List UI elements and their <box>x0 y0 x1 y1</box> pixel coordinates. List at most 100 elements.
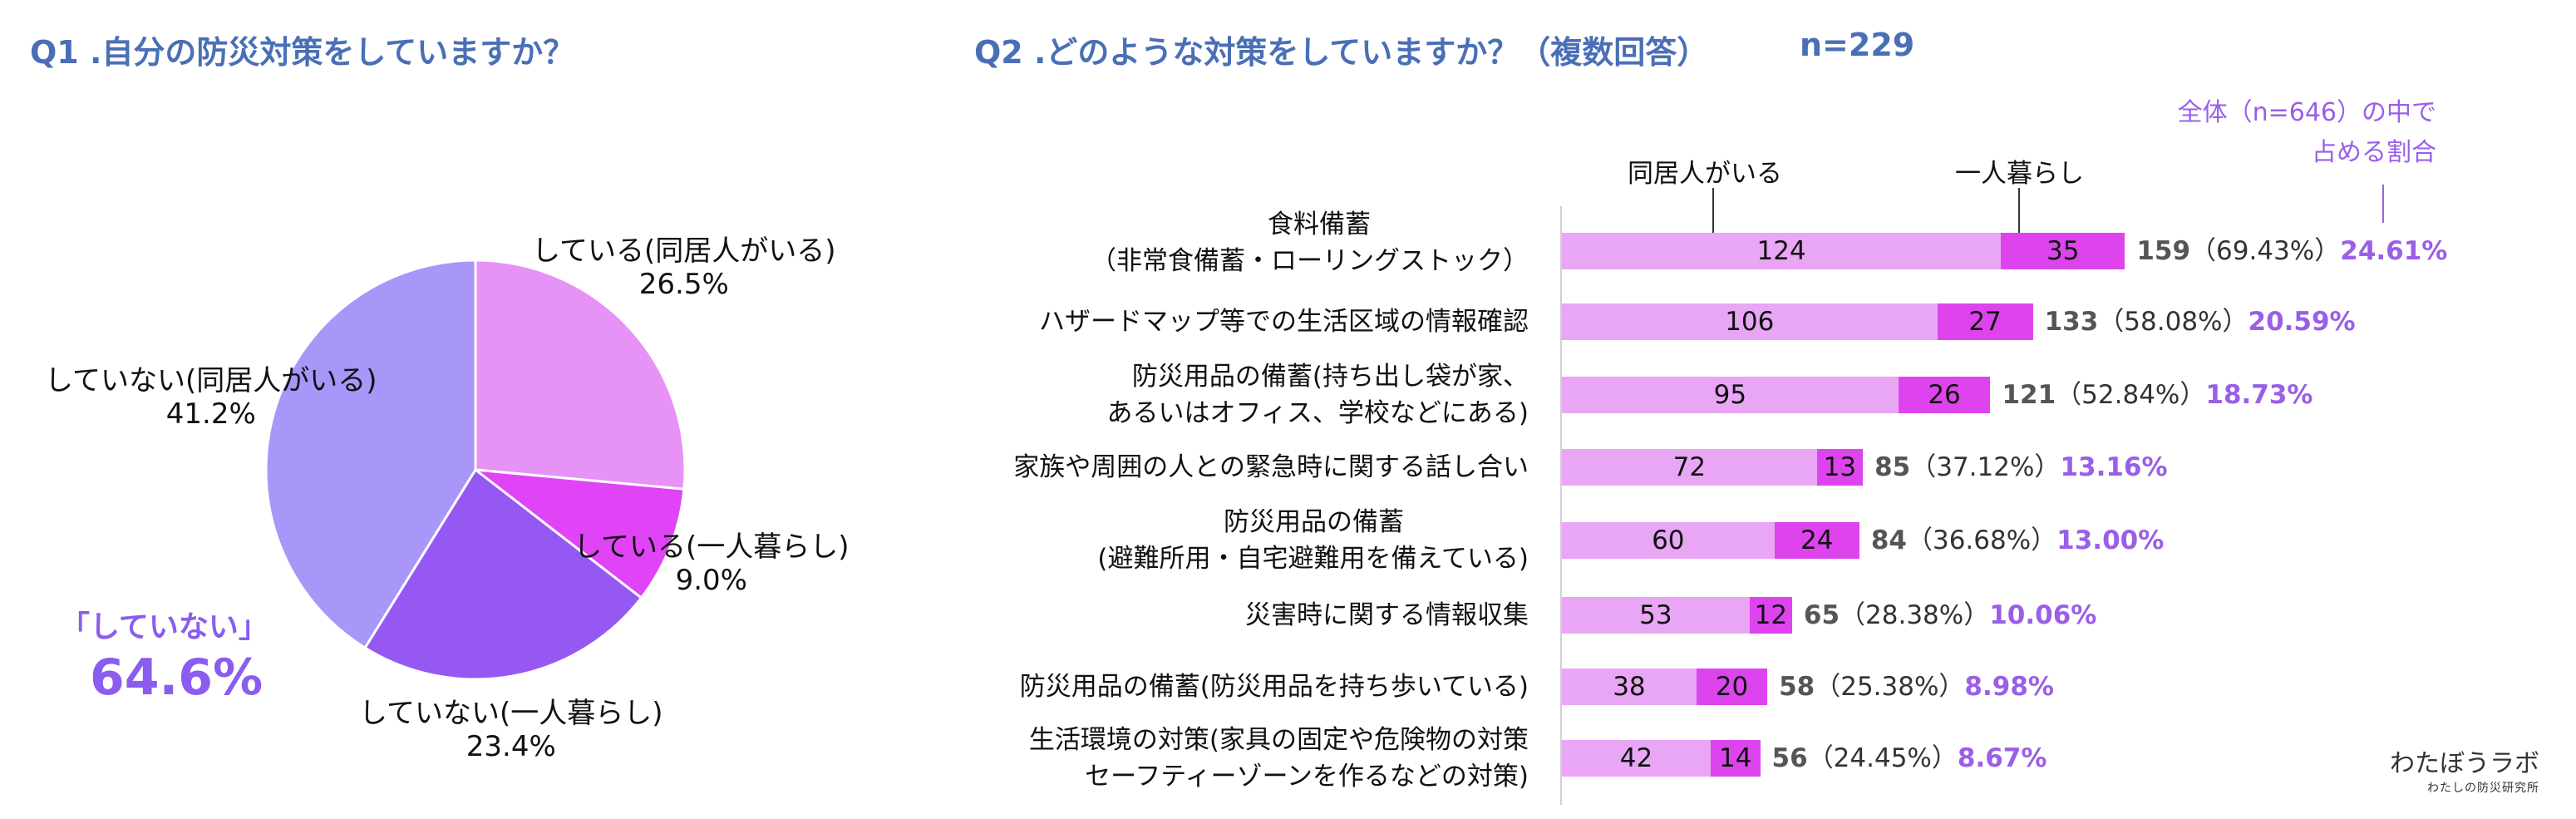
category-label-line: 防災用品の備蓄 <box>1224 507 1404 537</box>
q1-title: Q1 .自分の防災対策をしていますか？ <box>30 34 575 71</box>
bar-value-with-companion: 106 <box>1725 307 1775 337</box>
share-note-pointer <box>2382 185 2384 223</box>
bar-value-alone: 26 <box>1928 380 1961 410</box>
bar-total-label: 56（24.45%）8.67% <box>1772 740 2047 777</box>
bar-value-alone: 20 <box>1715 672 1749 702</box>
bar-alone <box>2001 233 2125 269</box>
category-label: 防災用品の備蓄(持ち出し袋が家、あるいはオフィス、学校などにある) <box>1107 358 1529 432</box>
pie-slice-alone-doing <box>470 468 686 600</box>
bar-total-value: 84 <box>1870 525 1907 555</box>
bar-value-alone: 14 <box>1718 743 1752 773</box>
category-label: 家族や周囲の人との緊急時に関する話し合い <box>1013 449 1529 486</box>
bar-total-value: 58 <box>1779 672 1815 702</box>
pie-slice-with-doing <box>474 259 687 491</box>
bar-total-percent: （37.12%） <box>1910 452 2061 482</box>
bar-alone <box>1937 303 2033 340</box>
not-doing-label: 「していない」 <box>60 610 268 644</box>
category-label-line: 家族や周囲の人との緊急時に関する話し合い <box>1013 452 1529 482</box>
category-label-line: 防災用品の備蓄(持ち出し袋が家、 <box>1131 362 1529 392</box>
pie-slice-with-not <box>264 259 477 650</box>
bar-alone <box>1898 377 1991 413</box>
category-label-line: 食料備蓄 <box>1268 210 1371 239</box>
bar-overall-share: 24.61% <box>2340 236 2448 266</box>
bar-value-alone: 35 <box>2047 236 2080 266</box>
category-label-line: ハザードマップ等での生活区域の情報確認 <box>1039 307 1529 337</box>
bar-total-percent: （69.43%） <box>2190 236 2341 266</box>
bar-overall-share: 8.98% <box>1964 672 2054 702</box>
bar-alone <box>1774 522 1859 559</box>
legend-alone: 一人暮らし <box>1955 159 2084 189</box>
pie-slice-alone-not <box>363 467 643 681</box>
bar-alone <box>1749 597 1792 634</box>
bar-total-percent: （58.08%） <box>2098 307 2248 337</box>
category-label-line: セーフティーゾーンを作るなどの対策) <box>1085 762 1529 792</box>
bar-total-percent: （24.45%） <box>1807 743 1958 773</box>
bar-alone <box>1816 449 1864 486</box>
bar-with-companion <box>1562 449 1817 486</box>
category-label-line: 防災用品の備蓄(防災用品を持ち歩いている) <box>1019 672 1529 702</box>
category-label: 災害時に関する情報収集 <box>1245 597 1529 634</box>
brand-logo: わたぼうラボ わたしの防災研究所 <box>2390 749 2539 795</box>
category-label: 生活環境の対策(家具の固定や危険物の対策セーフティーゾーンを作るなどの対策) <box>1029 722 1529 795</box>
category-label: 食料備蓄 （非常食備蓄・ローリングストック） <box>1091 206 1529 279</box>
bar-total-label: 121（52.84%）18.73% <box>2002 377 2312 413</box>
pie-label-with-doing: している(同居人がいる) 26.5% <box>532 234 836 301</box>
q2-title: Q2 .どのような対策をしていますか？（複数回答） <box>974 34 1709 71</box>
bar-value-alone: 12 <box>1754 600 1788 630</box>
bar-overall-share: 8.67% <box>1957 743 2047 773</box>
bar-value-alone: 24 <box>1800 525 1834 555</box>
bar-with-companion <box>1562 303 1938 340</box>
bar-overall-share: 18.73% <box>2205 380 2313 410</box>
pie-label-with-not: していない(同居人がいる) 41.2% <box>45 364 377 431</box>
bar-with-companion <box>1562 233 2002 269</box>
bar-total-label: 84（36.68%）13.00% <box>1871 522 2164 559</box>
bar-overall-share: 20.59% <box>2248 307 2356 337</box>
bar-value-with-companion: 42 <box>1619 743 1653 773</box>
bar-total-percent: （25.38%） <box>1815 672 1965 702</box>
bar-with-companion <box>1562 740 1711 777</box>
bar-with-companion <box>1562 522 1775 559</box>
bar-overall-share: 10.06% <box>1989 600 2097 630</box>
bar-total-value: 133 <box>2044 307 2099 337</box>
bar-total-label: 159（69.43%）24.61% <box>2136 233 2447 269</box>
bar-with-companion <box>1562 377 1899 413</box>
category-label-line: 災害時に関する情報収集 <box>1245 600 1529 630</box>
bar-total-value: 121 <box>2002 380 2056 410</box>
bar-alone <box>1710 740 1761 777</box>
bar-value-with-companion: 53 <box>1639 600 1672 630</box>
bar-total-value: 65 <box>1803 600 1840 630</box>
category-label: 防災用品の備蓄 (避難所用・自宅避難用を備えている) <box>1097 504 1529 577</box>
category-label-line: (避難所用・自宅避難用を備えている) <box>1097 544 1529 574</box>
bar-total-percent: （36.68%） <box>1906 525 2057 555</box>
bar-with-companion <box>1562 669 1697 705</box>
bar-total-value: 56 <box>1771 743 1808 773</box>
pie-label-alone-not: していない(一人暮らし) 23.4% <box>359 697 663 763</box>
bar-axis <box>1560 206 1562 805</box>
pie-label-alone-doing: している(一人暮らし) 9.0% <box>574 530 850 597</box>
bar-total-label: 133（58.08%）20.59% <box>2045 303 2356 340</box>
bar-total-value: 85 <box>1874 452 1911 482</box>
not-doing-percent: 64.6% <box>90 649 264 707</box>
bar-with-companion <box>1562 597 1750 634</box>
bar-value-with-companion: 60 <box>1652 525 1685 555</box>
bar-value-with-companion: 124 <box>1756 236 1806 266</box>
category-label-line: 生活環境の対策(家具の固定や危険物の対策 <box>1028 725 1529 755</box>
bar-value-alone: 13 <box>1823 452 1857 482</box>
pie-chart <box>264 259 687 681</box>
bar-total-label: 58（25.38%）8.98% <box>1779 669 2054 705</box>
bar-total-percent: （52.84%） <box>2056 380 2206 410</box>
bar-total-percent: （28.38%） <box>1840 600 1990 630</box>
category-label: ハザードマップ等での生活区域の情報確認 <box>1039 303 1529 340</box>
q2-n-label: n=229 <box>1800 27 1915 63</box>
bar-value-with-companion: 38 <box>1613 672 1646 702</box>
bar-total-value: 159 <box>2136 236 2191 266</box>
bar-total-label: 65（28.38%）10.06% <box>1804 597 2096 634</box>
legend-alone-pointer <box>2018 188 2020 243</box>
bar-overall-share: 13.00% <box>2056 525 2165 555</box>
bar-overall-share: 13.16% <box>2060 452 2168 482</box>
category-label-line: あるいはオフィス、学校などにある) <box>1106 398 1529 428</box>
legend-with-companion: 同居人がいる <box>1628 159 1782 189</box>
bar-value-alone: 27 <box>1968 307 2002 337</box>
bar-value-with-companion: 72 <box>1672 452 1707 482</box>
legend-with-pointer <box>1712 188 1714 243</box>
